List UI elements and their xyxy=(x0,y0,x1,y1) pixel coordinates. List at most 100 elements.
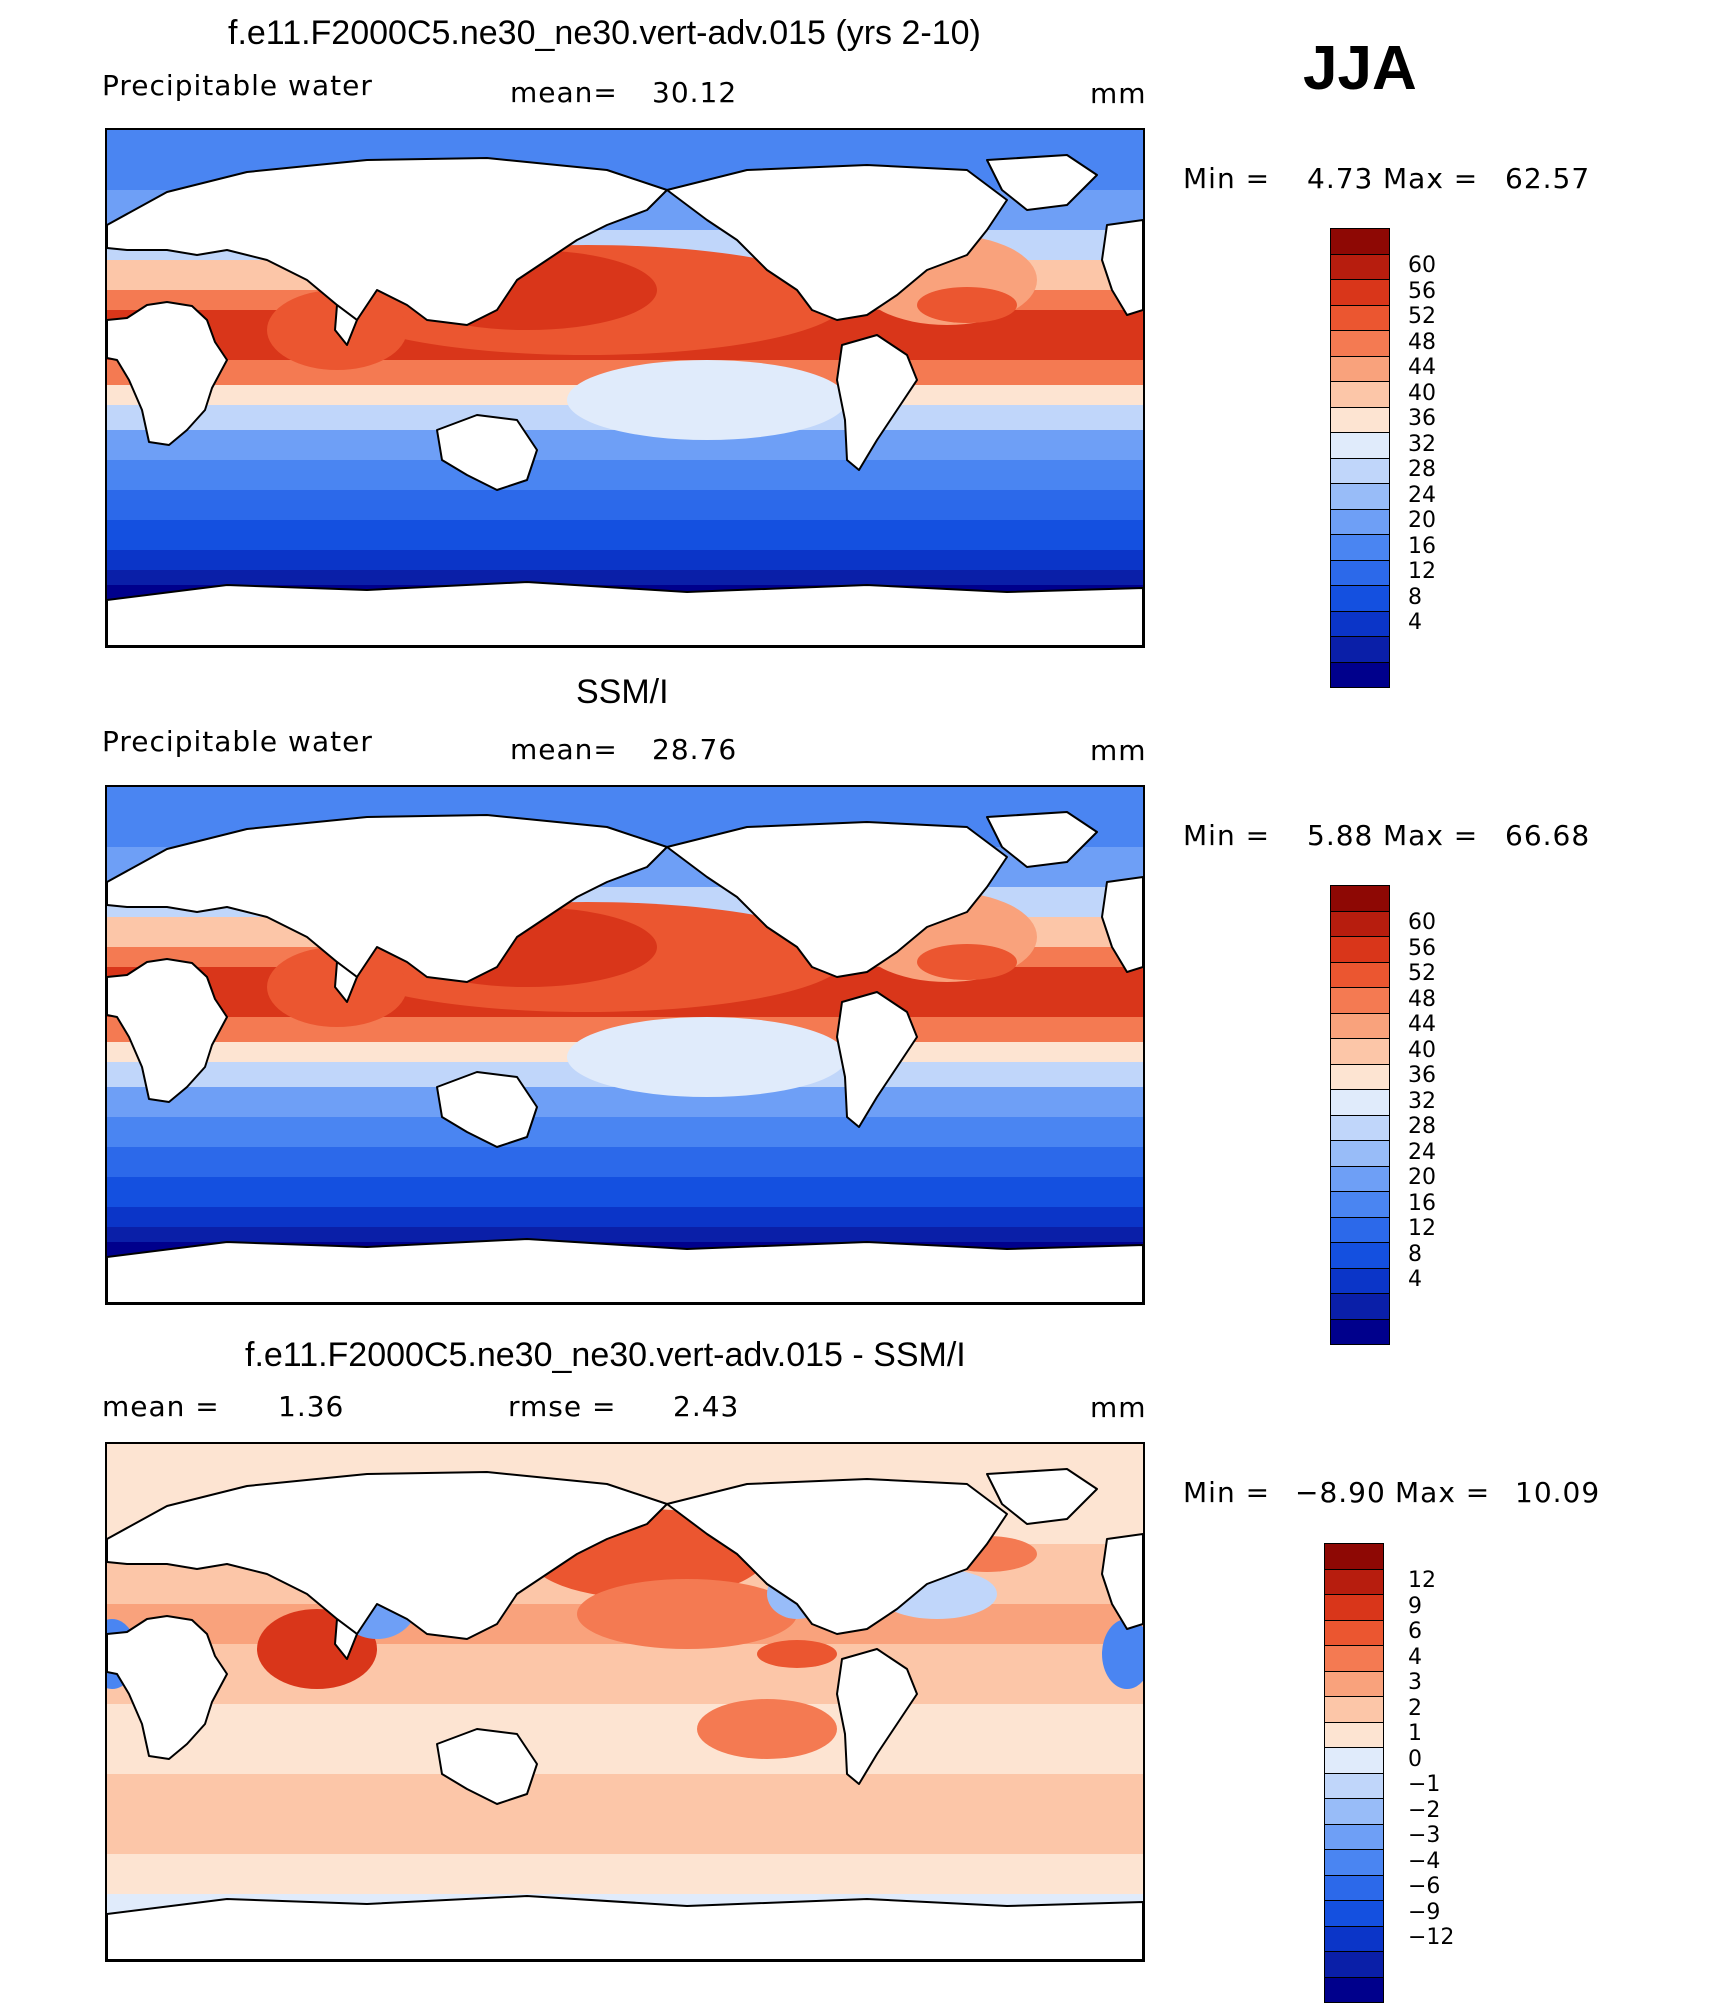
colorbar-tick-label: 16 xyxy=(1408,536,1436,558)
colorbar-swatch xyxy=(1324,1951,1384,1978)
colorbar-swatch xyxy=(1324,1594,1384,1621)
panel-model-mean-value: 30.12 xyxy=(652,79,737,107)
panel-obs-mean-label: mean= xyxy=(510,736,618,764)
colorbar-swatch xyxy=(1330,279,1390,306)
colorbar-tick-label: 40 xyxy=(1408,383,1436,405)
colorbar-swatch xyxy=(1324,1671,1384,1698)
colorbar-swatch xyxy=(1330,911,1390,938)
panel-obs-mean-value: 28.76 xyxy=(652,736,737,764)
colorbar-swatch xyxy=(1330,1089,1390,1116)
panel-diff-map xyxy=(105,1442,1145,1962)
panel-model-min-label: Min = xyxy=(1183,165,1270,193)
colorbar-swatch xyxy=(1324,1977,1384,2003)
colorbar-tick-label: 48 xyxy=(1408,989,1436,1011)
colorbar-swatch xyxy=(1330,560,1390,587)
colorbar-tick-label: 28 xyxy=(1408,459,1436,481)
colorbar-swatch xyxy=(1330,534,1390,561)
colorbar-tick-label: 52 xyxy=(1408,306,1436,328)
colorbar-tick-label: −3 xyxy=(1408,1825,1440,1847)
colorbar-swatch xyxy=(1330,1293,1390,1320)
colorbar-swatch xyxy=(1330,432,1390,459)
colorbar-tick-label: 12 xyxy=(1408,1218,1436,1240)
colorbar-swatch xyxy=(1330,330,1390,357)
colorbar-swatch xyxy=(1330,1191,1390,1218)
colorbar-swatch xyxy=(1330,885,1390,912)
colorbar-tick-label: −4 xyxy=(1408,1851,1440,1873)
colorbar-tick-label: 3 xyxy=(1408,1672,1422,1694)
colorbar-tick-label: −6 xyxy=(1408,1876,1440,1898)
colorbar-tick-label: 40 xyxy=(1408,1040,1436,1062)
colorbar-swatch xyxy=(1324,1543,1384,1570)
colorbar-tick-label: 56 xyxy=(1408,938,1436,960)
panel-diff-min-value: −8.90 xyxy=(1295,1479,1386,1507)
colorbar-tick-label: 9 xyxy=(1408,1596,1422,1618)
colorbar-swatch xyxy=(1330,305,1390,332)
colorbar-tick-label: 20 xyxy=(1408,1167,1436,1189)
colorbar-tick-label: 6 xyxy=(1408,1621,1422,1643)
colorbar-swatch xyxy=(1324,1620,1384,1647)
colorbar-tick-label: 12 xyxy=(1408,561,1436,583)
colorbar-tick-label: 2 xyxy=(1408,1698,1422,1720)
panel-obs-max-value: 66.68 xyxy=(1505,822,1590,850)
colorbar-tick-label: 24 xyxy=(1408,485,1436,507)
panel-obs-map xyxy=(105,785,1145,1305)
colorbar-tick-label: 20 xyxy=(1408,510,1436,532)
colorbar-swatch xyxy=(1330,483,1390,510)
panel-diff-min-label: Min = xyxy=(1183,1479,1270,1507)
panel-obs-field xyxy=(107,787,1143,1303)
colorbar-tick-label: −9 xyxy=(1408,1902,1440,1924)
colorbar-tick-label: 36 xyxy=(1408,408,1436,430)
panel-model-units: mm xyxy=(1090,80,1147,108)
colorbar-swatch xyxy=(1330,1242,1390,1269)
colorbar-swatch xyxy=(1330,987,1390,1014)
panel-obs-variable-label: Precipitable water xyxy=(102,728,373,756)
colorbar-swatch xyxy=(1330,1166,1390,1193)
colorbar-swatch xyxy=(1330,1038,1390,1065)
colorbar-swatch xyxy=(1330,1140,1390,1167)
colorbar-swatch xyxy=(1330,1013,1390,1040)
colorbar-swatch xyxy=(1330,254,1390,281)
panel-obs-units: mm xyxy=(1090,737,1147,765)
colorbar-swatch xyxy=(1330,962,1390,989)
colorbar-swatch xyxy=(1330,509,1390,536)
colorbar-swatch xyxy=(1330,662,1390,689)
colorbar-swatch xyxy=(1324,1645,1384,1672)
panel-model-max-value: 62.57 xyxy=(1505,165,1590,193)
panel-obs-max-label: Max = xyxy=(1383,822,1478,850)
panel-model-mean-label: mean= xyxy=(510,79,618,107)
colorbar-swatch xyxy=(1330,356,1390,383)
colorbar-swatch xyxy=(1330,1115,1390,1142)
colorbar-tick-label: 4 xyxy=(1408,1647,1422,1669)
colorbar-tick-label: 56 xyxy=(1408,281,1436,303)
colorbar-tick-label: 44 xyxy=(1408,357,1436,379)
panel-obs-min-label: Min = xyxy=(1183,822,1270,850)
colorbar-swatch xyxy=(1324,1569,1384,1596)
colorbar-tick-label: 12 xyxy=(1408,1570,1436,1592)
colorbar-swatch xyxy=(1330,611,1390,638)
panel-diff-units: mm xyxy=(1090,1394,1147,1422)
colorbar-swatch xyxy=(1330,381,1390,408)
colorbar-tick-label: 4 xyxy=(1408,1269,1422,1291)
colorbar-swatch xyxy=(1324,1824,1384,1851)
panel-diff-max-value: 10.09 xyxy=(1515,1479,1600,1507)
colorbar-swatch xyxy=(1330,228,1390,255)
panel-diff-rmse-label: rmse = xyxy=(508,1393,616,1421)
colorbar-tick-label: 24 xyxy=(1408,1142,1436,1164)
colorbar-tick-label: 1 xyxy=(1408,1723,1422,1745)
colorbar-tick-label: 32 xyxy=(1408,1091,1436,1113)
colorbar-tick-label: 16 xyxy=(1408,1193,1436,1215)
colorbar-swatch xyxy=(1330,1217,1390,1244)
colorbar-swatch xyxy=(1324,1849,1384,1876)
panel-diff-mean-label: mean = xyxy=(102,1393,220,1421)
colorbar-swatch xyxy=(1324,1926,1384,1953)
colorbar-tick-label: 8 xyxy=(1408,1244,1422,1266)
colorbar-tick-label: −12 xyxy=(1408,1927,1454,1949)
colorbar-tick-label: −1 xyxy=(1408,1774,1440,1796)
colorbar-swatch xyxy=(1330,1319,1390,1346)
colorbar-tick-label: 36 xyxy=(1408,1065,1436,1087)
colorbar-swatch xyxy=(1324,1696,1384,1723)
colorbar-tick-label: 60 xyxy=(1408,912,1436,934)
colorbar-swatch xyxy=(1324,1747,1384,1774)
panel-diff-rmse-value: 2.43 xyxy=(673,1393,739,1421)
colorbar-swatch xyxy=(1330,458,1390,485)
